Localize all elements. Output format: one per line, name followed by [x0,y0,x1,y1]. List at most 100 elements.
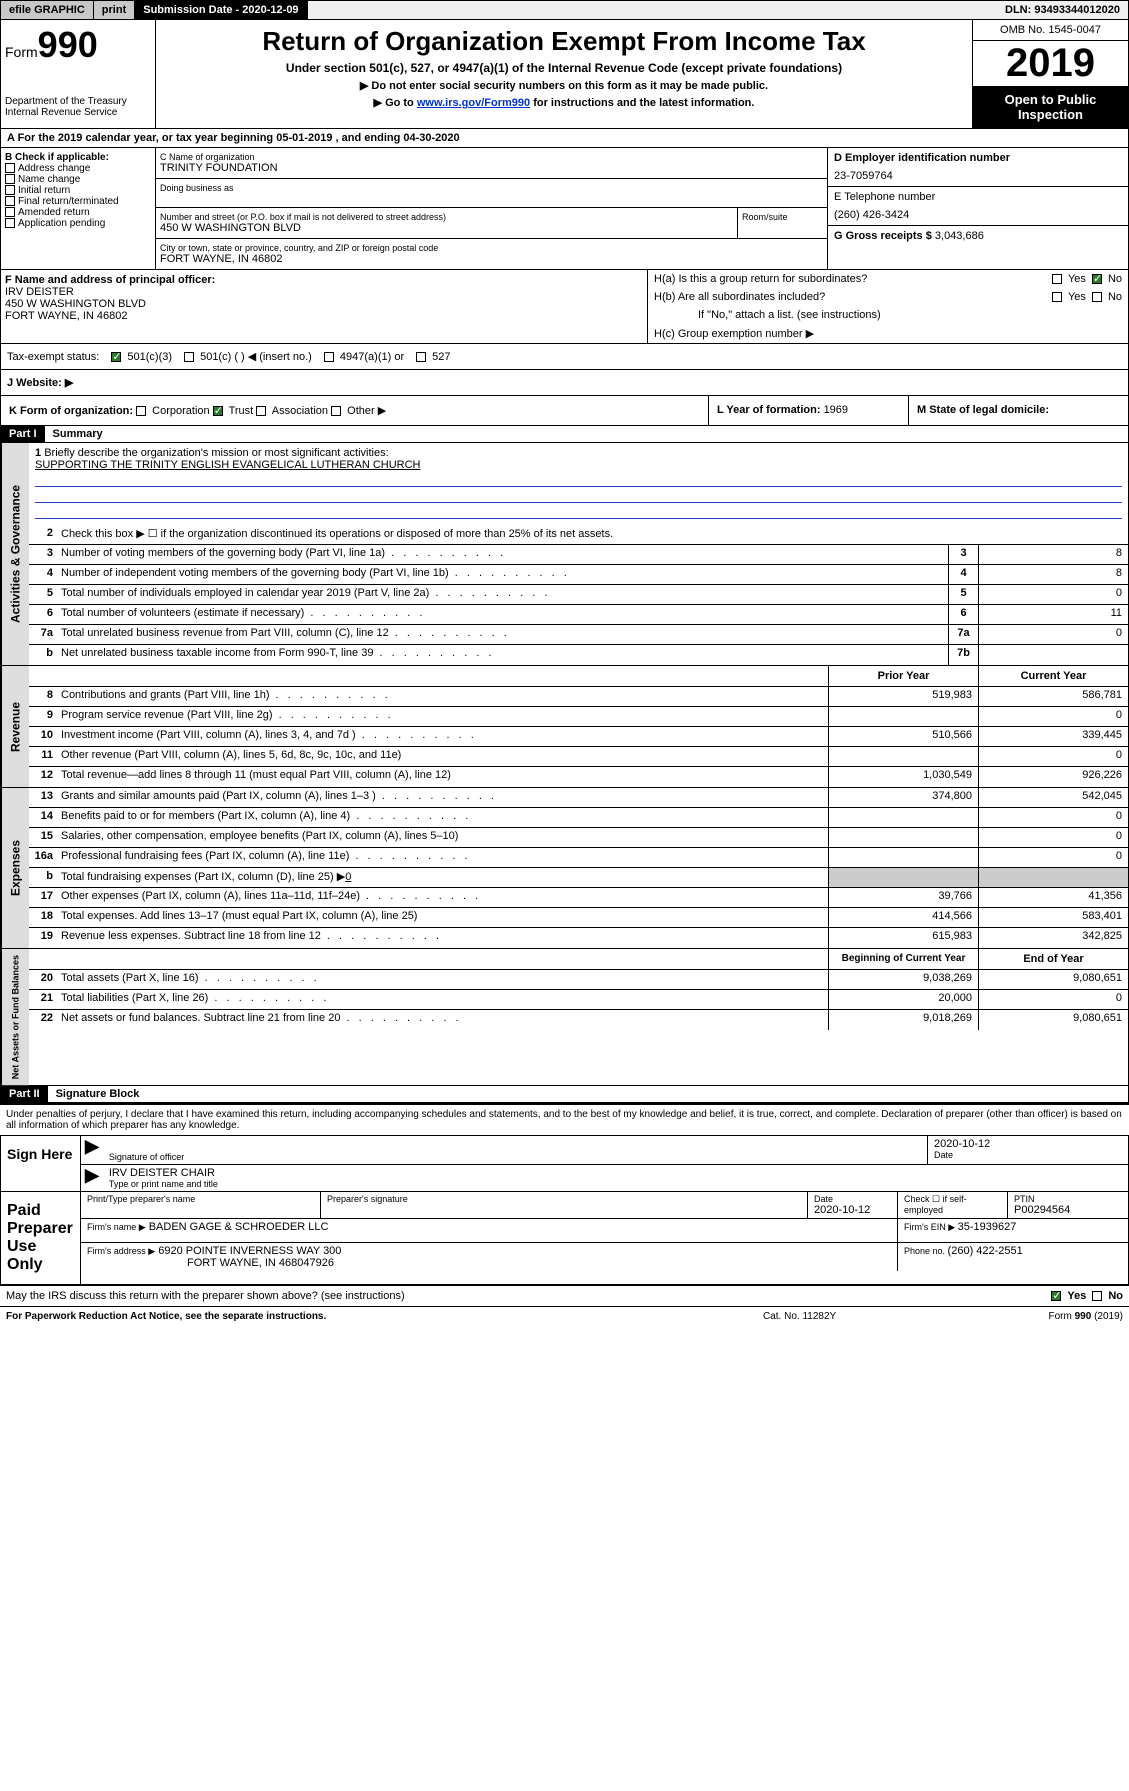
city-label: City or town, state or province, country… [160,243,823,253]
street-label: Number and street (or P.O. box if mail i… [160,212,733,222]
checkbox-hb-yes[interactable] [1052,292,1062,302]
form-number-block: Form990 Department of the Treasury Inter… [1,20,156,128]
checkbox-527[interactable] [416,352,426,362]
checkbox-corporation[interactable] [136,406,146,416]
goto-prefix: ▶ Go to [374,97,417,109]
checkbox-trust[interactable] [213,406,223,416]
form-label: Form [5,44,38,60]
hdr-current-year: Current Year [978,666,1128,686]
submission-date: Submission Date - 2020-12-09 [135,1,307,19]
arrow-icon: ▶ [81,1165,103,1191]
mission-line [35,505,1122,519]
box-h: H(a) Is this a group return for subordin… [648,270,1128,343]
box-f: F Name and address of principal officer:… [1,270,648,343]
l16b-value: 0 [345,871,351,883]
dln: DLN: 93493344012020 [997,1,1128,19]
dln-value: 93493344012020 [1034,4,1120,16]
l20-begin: 9,038,269 [828,970,978,989]
firm-name-label: Firm's name ▶ [87,1222,146,1232]
ptin-hdr: PTIN [1014,1194,1122,1204]
box-deg: D Employer identification number 23-7059… [828,148,1128,269]
line-1: 1 Briefly describe the organization's mi… [29,443,1128,525]
checkbox-4947[interactable] [324,352,334,362]
section-fh: F Name and address of principal officer:… [0,270,1129,344]
l6-value: 11 [978,605,1128,624]
checkbox-name-change[interactable] [5,174,15,184]
l17-curr: 41,356 [978,888,1128,907]
l14-curr: 0 [978,808,1128,827]
period-prefix: A For the 2019 calendar year, or tax yea… [7,132,276,144]
l9-curr: 0 [978,707,1128,726]
discuss-yes: Yes [1067,1290,1086,1302]
footer-left: For Paperwork Reduction Act Notice, see … [6,1311,763,1322]
checkbox-application-pending[interactable] [5,218,15,228]
irs-link[interactable]: www.irs.gov/Form990 [417,97,530,109]
expenses-section: Expenses 13Grants and similar amounts pa… [0,788,1129,949]
org-name-label: C Name of organization [160,152,823,162]
l8-curr: 586,781 [978,687,1128,706]
room-label: Room/suite [742,212,823,222]
officer-city: FORT WAYNE, IN 46802 [5,310,643,322]
part1-title: Summary [45,426,111,442]
checkbox-discuss-yes[interactable] [1051,1291,1061,1301]
checkbox-address-change[interactable] [5,163,15,173]
l11-label: Other revenue (Part VIII, column (A), li… [61,749,401,761]
l15-label: Salaries, other compensation, employee b… [57,828,828,847]
hc-label: H(c) Group exemption number ▶ [648,324,1128,343]
goto-suffix: for instructions and the latest informat… [530,97,754,109]
checkbox-discuss-no[interactable] [1092,1291,1102,1301]
governance-section: Activities & Governance 1 Briefly descri… [0,443,1129,666]
l4-value: 8 [978,565,1128,584]
checkbox-hb-no[interactable] [1092,292,1102,302]
l3-value: 8 [978,545,1128,564]
l13-prior: 374,800 [828,788,978,807]
sign-date-label: Date [934,1150,1122,1160]
l22-end: 9,080,651 [978,1010,1128,1030]
opt-association: Association [272,405,328,417]
l10-label: Investment income (Part VIII, column (A)… [61,729,356,741]
l16a-prior [828,848,978,867]
opt-other: Other ▶ [347,405,386,417]
mission-line [35,473,1122,487]
print-name-label: Type or print name and title [109,1179,1122,1189]
opt-initial-return: Initial return [18,185,70,196]
checkbox-501c[interactable] [184,352,194,362]
checkbox-amended-return[interactable] [5,207,15,217]
l20-end: 9,080,651 [978,970,1128,989]
ha-yes: Yes [1068,273,1086,285]
city: FORT WAYNE, IN 46802 [160,253,823,265]
l11-prior [828,747,978,766]
l11-curr: 0 [978,747,1128,766]
opt-amended-return: Amended return [18,207,90,218]
prep-date: 2020-10-12 [814,1204,891,1216]
firm-phone-label: Phone no. [904,1246,948,1256]
l5-value: 0 [978,585,1128,604]
checkbox-final-return[interactable] [5,196,15,206]
website-label: J Website: ▶ [7,376,1122,389]
checkbox-501c3[interactable] [111,352,121,362]
l8-label: Contributions and grants (Part VIII, lin… [61,689,270,701]
l17-label: Other expenses (Part IX, column (A), lin… [61,890,360,902]
checkbox-initial-return[interactable] [5,185,15,195]
ein-label: D Employer identification number [834,152,1122,164]
sign-here-block: Sign Here ▶ Signature of officer 2020-10… [0,1135,1129,1192]
officer-name: IRV DEISTER [5,286,643,298]
print-button[interactable]: print [94,1,135,19]
open-to-public: Open to Public Inspection [973,86,1128,128]
checkbox-association[interactable] [256,406,266,416]
l10-prior: 510,566 [828,727,978,746]
checkbox-ha-no[interactable] [1092,274,1102,284]
l6-label: Total number of volunteers (estimate if … [61,607,304,619]
checkbox-other[interactable] [331,406,341,416]
l16a-curr: 0 [978,848,1128,867]
mission-line [35,489,1122,503]
dept-irs: Internal Revenue Service [5,107,151,118]
hdr-prior-year: Prior Year [828,666,978,686]
tax-period: A For the 2019 calendar year, or tax yea… [0,129,1129,148]
ein: 23-7059764 [834,170,1122,182]
l3-label: Number of voting members of the governin… [61,547,385,559]
l16b-curr-shade [978,868,1128,887]
l18-curr: 583,401 [978,908,1128,927]
efile-graphic-button[interactable]: efile GRAPHIC [1,1,94,19]
checkbox-ha-yes[interactable] [1052,274,1062,284]
